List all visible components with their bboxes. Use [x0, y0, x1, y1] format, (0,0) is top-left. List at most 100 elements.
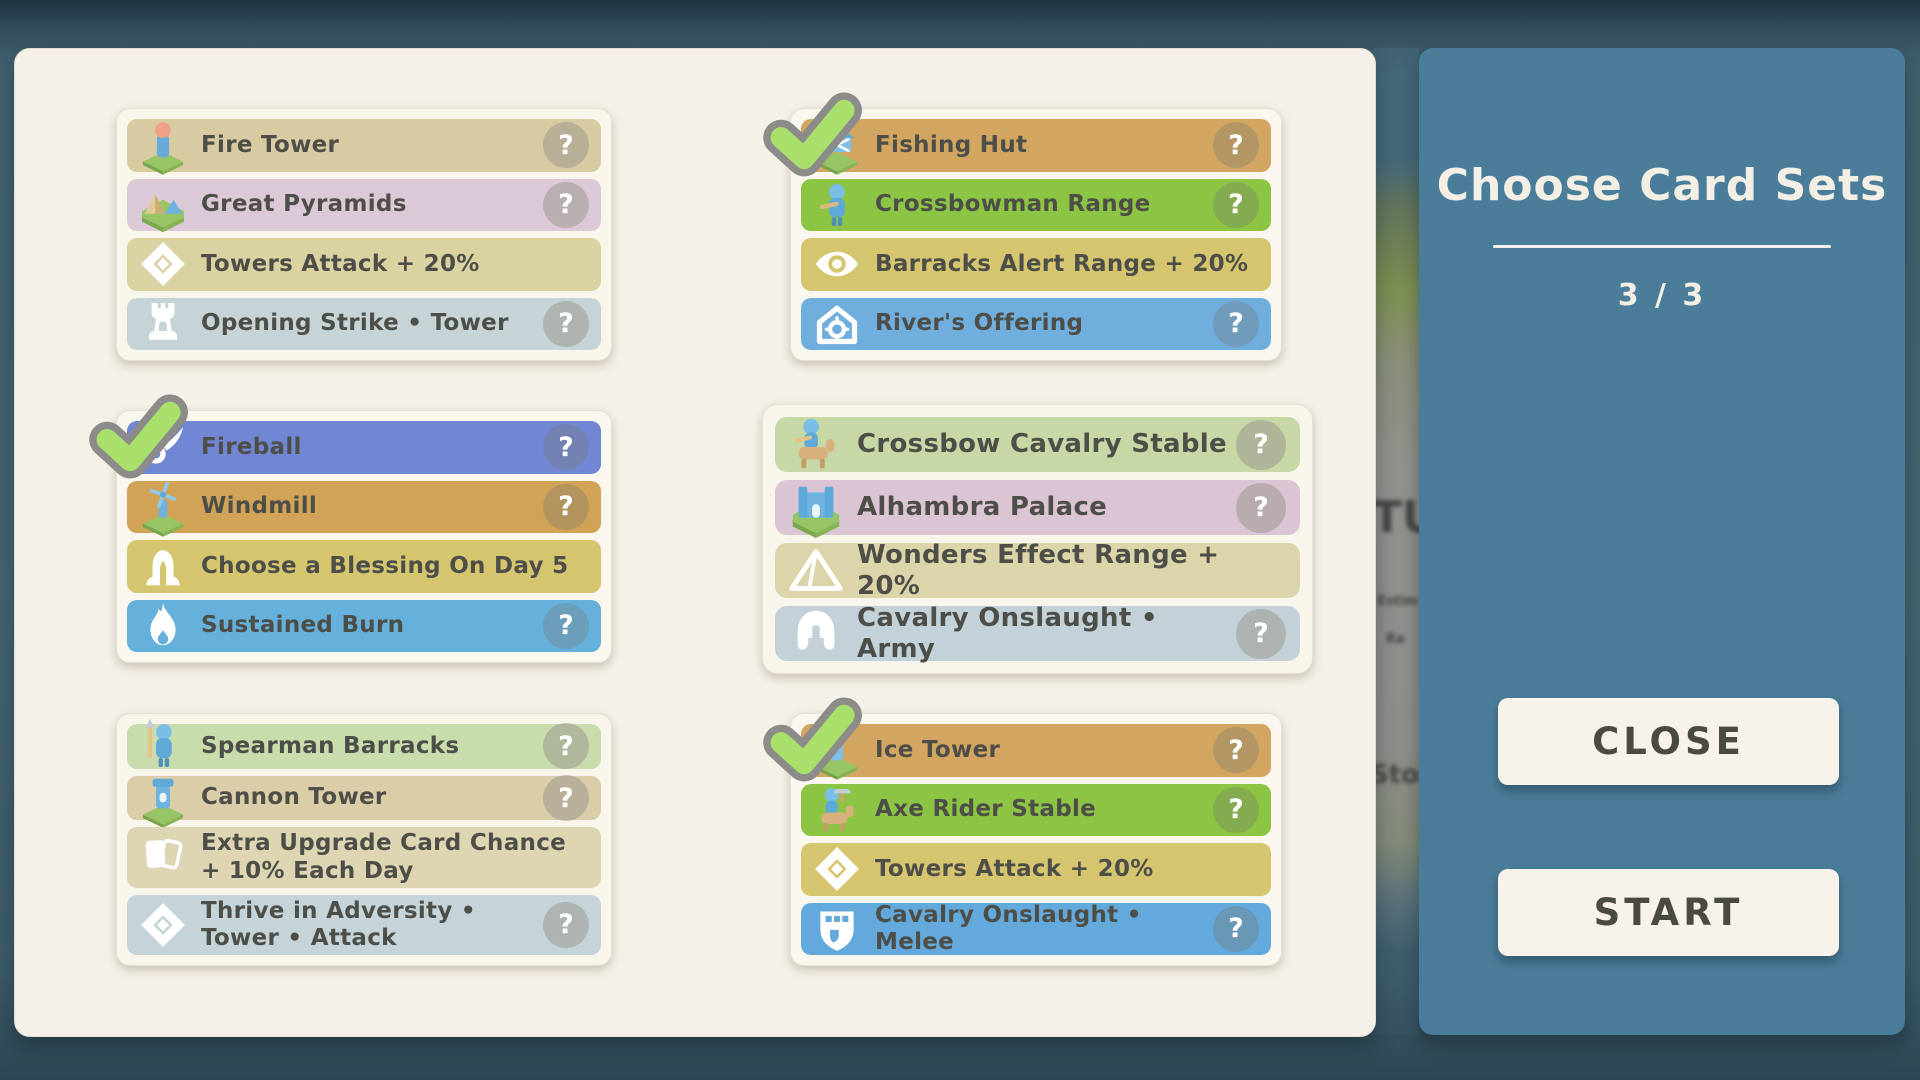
card-row-label: Fireball — [201, 433, 302, 460]
card-row-label: Extra Upgrade Card Chance + 10% Each Day — [201, 830, 567, 884]
question-mark-icon: ? — [558, 129, 574, 161]
card-row-label: Alhambra Palace — [857, 492, 1108, 523]
close-button[interactable]: CLOSE — [1498, 698, 1839, 785]
help-button[interactable]: ? — [543, 181, 589, 228]
page-title: Choose Card Sets — [1436, 160, 1888, 211]
gear-burst-icon — [809, 841, 865, 897]
cannon-tower-icon — [135, 770, 191, 828]
help-button[interactable]: ? — [1213, 300, 1259, 347]
blurred-background-text: Estim — [1377, 594, 1418, 609]
helmet-icon — [785, 603, 847, 665]
card-row-label: Wonders Effect Range + 20% — [857, 539, 1220, 601]
flame-icon — [135, 598, 191, 654]
card-row-label: Barracks Alert Range + 20% — [875, 250, 1249, 277]
question-mark-icon: ? — [558, 491, 574, 523]
card-row-label: Thrive in Adversity • Tower • Attack — [201, 897, 476, 951]
crossbow-cavalry-icon — [785, 414, 847, 476]
fire-tower-icon — [135, 117, 191, 175]
question-mark-icon: ? — [558, 782, 574, 814]
card-row: Barracks Alert Range + 20% — [801, 238, 1271, 291]
spearman-icon — [135, 718, 191, 774]
card-row-label: Crossbow Cavalry Stable — [857, 429, 1227, 460]
card-row-label: Choose a Blessing On Day 5 — [201, 552, 569, 579]
card-row-label: Windmill — [201, 493, 318, 520]
card-row: Towers Attack + 20% — [127, 238, 601, 291]
card-row: Choose a Blessing On Day 5 — [127, 540, 601, 593]
help-button[interactable]: ? — [1236, 419, 1286, 470]
card-row: Crossbow Cavalry Stable? — [775, 417, 1300, 472]
ice-tower-icon — [809, 722, 865, 780]
card-set-5[interactable]: Spearman Barracks? Cannon Tower? Extra Upg… — [116, 713, 612, 966]
blurred-game-background: TU Estim Ra Stor — [1374, 48, 1419, 1035]
axe-rider-icon — [809, 782, 865, 838]
help-button[interactable]: ? — [543, 122, 589, 169]
help-button[interactable]: ? — [1213, 905, 1259, 952]
question-mark-icon: ? — [1228, 308, 1244, 340]
card-row: Axe Rider Stable? — [801, 782, 1271, 838]
card-row-label: Towers Attack + 20% — [875, 855, 1154, 882]
cards-icon — [135, 830, 191, 886]
question-mark-icon: ? — [1228, 189, 1244, 221]
card-row: Great Pyramids? — [127, 177, 601, 233]
question-mark-icon: ? — [1228, 129, 1244, 161]
eye-icon — [809, 236, 865, 292]
card-row: River's Offering? — [801, 297, 1271, 350]
help-button[interactable]: ? — [543, 901, 589, 948]
help-button[interactable]: ? — [1236, 608, 1286, 659]
card-row-label: Fishing Hut — [875, 131, 1028, 158]
help-button[interactable]: ? — [543, 483, 589, 530]
help-button[interactable]: ? — [543, 424, 589, 471]
card-set-3[interactable]: Fireball? Windmill? Choose a Blessing On D… — [89, 394, 612, 663]
question-mark-icon: ? — [1253, 618, 1269, 649]
help-button[interactable]: ? — [543, 602, 589, 649]
card-row: Spearman Barracks? — [127, 719, 601, 770]
fireball-icon — [135, 419, 191, 475]
great-pyramids-icon — [135, 177, 191, 233]
card-row-label: Opening Strike • Tower — [201, 310, 509, 337]
question-mark-icon: ? — [558, 308, 574, 340]
card-row-label: Ice Tower — [875, 736, 1001, 763]
help-button[interactable]: ? — [1213, 786, 1259, 833]
card-row: Cannon Tower? — [127, 775, 601, 828]
card-set-4[interactable]: Crossbow Cavalry Stable? Alhambra Palace?… — [762, 404, 1313, 674]
rook-icon — [135, 296, 191, 352]
help-button[interactable]: ? — [1213, 727, 1259, 774]
card-row: Thrive in Adversity • Tower • Attack? — [127, 894, 601, 955]
card-row: Towers Attack + 20% — [801, 843, 1271, 896]
help-button[interactable]: ? — [543, 723, 589, 770]
card-row: Opening Strike • Tower? — [127, 296, 601, 352]
shield-grid-icon — [809, 901, 865, 957]
help-button[interactable]: ? — [1213, 122, 1259, 169]
card-row-label: Cavalry Onslaught • Melee — [875, 901, 1142, 955]
help-button[interactable]: ? — [543, 775, 589, 822]
blurred-background-text: Ra — [1386, 632, 1405, 647]
card-row-label: Cavalry Onslaught • Army — [857, 602, 1158, 664]
card-row: Cavalry Onslaught • Melee? — [801, 901, 1271, 957]
help-button[interactable]: ? — [543, 300, 589, 347]
start-button[interactable]: START — [1498, 869, 1839, 956]
crossbowman-icon — [809, 177, 865, 233]
card-row: Ice Tower? — [801, 722, 1271, 780]
help-button[interactable]: ? — [1213, 181, 1259, 228]
card-set-6[interactable]: Ice Tower? Axe Rider Stable? Towers Attack… — [763, 697, 1282, 966]
question-mark-icon: ? — [1228, 794, 1244, 826]
blurred-background-text: Stor — [1374, 760, 1419, 790]
question-mark-icon: ? — [1253, 429, 1269, 460]
help-button[interactable]: ? — [1236, 482, 1286, 533]
card-row-label: River's Offering — [875, 310, 1084, 337]
card-set-2[interactable]: Fishing Hut? Crossbowman Range? Barracks A… — [763, 92, 1282, 361]
question-mark-icon: ? — [558, 189, 574, 221]
card-row: Fire Tower? — [127, 117, 601, 175]
fishing-hut-icon — [809, 117, 865, 175]
card-set-1[interactable]: Fire Tower? Great Pyramids? Towers Attack … — [116, 108, 612, 361]
card-row: Sustained Burn? — [127, 598, 601, 654]
title-divider — [1493, 245, 1831, 248]
card-row-label: Fire Tower — [201, 131, 340, 158]
selection-counter: 3 / 3 — [1617, 278, 1707, 313]
card-row-label: Great Pyramids — [201, 191, 407, 218]
blurred-background-text: TU — [1374, 492, 1419, 543]
gear-burst-icon — [135, 236, 191, 292]
choose-card-sets-panel: Choose Card Sets 3 / 3 CLOSE START — [1419, 48, 1905, 1035]
question-mark-icon: ? — [1253, 492, 1269, 523]
